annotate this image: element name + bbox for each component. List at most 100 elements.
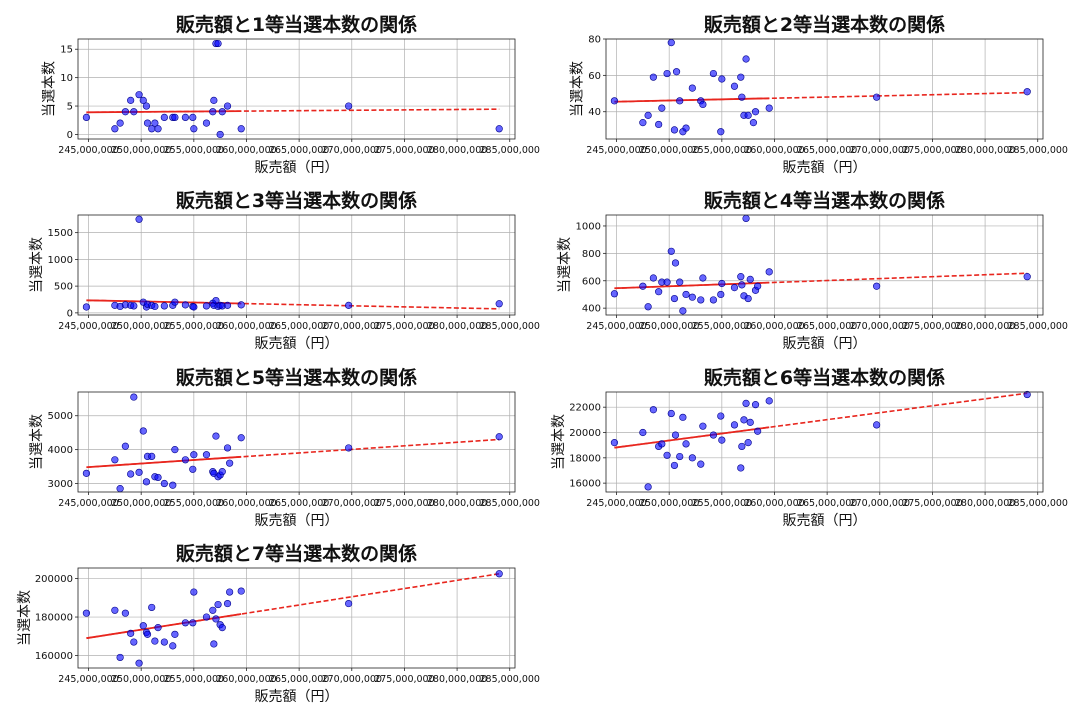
data-point	[160, 479, 168, 488]
x-tick-label: 280,000,000	[427, 145, 487, 156]
y-tick-label: 5000	[48, 411, 73, 422]
x-tick-label: 280,000,000	[955, 321, 1015, 332]
data-point	[160, 638, 168, 646]
data-point	[82, 609, 91, 617]
data-point	[142, 478, 151, 486]
data-point	[345, 444, 353, 452]
data-point	[212, 432, 220, 440]
data-point	[127, 629, 135, 637]
data-point	[130, 108, 138, 116]
x-tick-label: 275,000,000	[902, 145, 962, 156]
data-point	[189, 113, 197, 122]
x-tick-label: 260,000,000	[216, 498, 276, 509]
chart-title: 販売額と1等当選本数の関係	[176, 13, 417, 36]
data-point	[111, 456, 119, 464]
x-tick-label: 285,000,000	[480, 145, 540, 156]
data-point	[237, 125, 245, 133]
x-axis-label: 販売額（円）	[255, 513, 339, 529]
y-tick-label: 20000	[569, 428, 601, 439]
data-point	[210, 640, 218, 648]
data-point	[226, 588, 234, 596]
data-point	[754, 427, 762, 435]
data-point	[718, 75, 726, 83]
data-point	[181, 301, 190, 309]
data-point	[765, 397, 773, 405]
x-tick-label: 285,000,000	[1008, 145, 1068, 156]
data-point	[873, 93, 881, 101]
x-tick-label: 270,000,000	[850, 498, 910, 509]
chart-panel-5: 245,000,000250,000,000255,000,000260,000…	[29, 366, 540, 529]
data-point	[210, 96, 218, 104]
data-point	[190, 451, 198, 459]
x-tick-label: 275,000,000	[374, 498, 434, 509]
data-point	[649, 406, 657, 414]
y-tick-label: 1500	[48, 228, 73, 239]
data-point	[202, 613, 211, 621]
x-tick-label: 265,000,000	[269, 498, 329, 509]
y-tick-label: 18000	[569, 453, 601, 464]
data-point	[697, 460, 705, 468]
chart-panel-4: 245,000,000250,000,000255,000,000260,000…	[557, 189, 1068, 352]
plot-frame	[605, 214, 1044, 316]
x-tick-label: 270,000,000	[850, 145, 910, 156]
x-tick-label: 270,000,000	[322, 674, 382, 685]
data-point	[223, 301, 232, 309]
data-point	[709, 431, 718, 439]
data-point	[717, 290, 725, 299]
x-tick-label: 255,000,000	[692, 498, 752, 509]
x-tick-label: 265,000,000	[269, 321, 329, 332]
x-tick-label: 265,000,000	[797, 321, 857, 332]
x-tick-label: 245,000,000	[58, 674, 118, 685]
data-point	[670, 126, 679, 134]
x-tick-label: 270,000,000	[322, 498, 382, 509]
data-point	[190, 588, 198, 596]
data-point	[202, 119, 211, 127]
fit-segment	[86, 110, 242, 114]
data-point	[717, 412, 725, 420]
x-tick-label: 250,000,000	[639, 321, 699, 332]
data-point	[143, 630, 152, 638]
x-tick-label: 255,000,000	[164, 498, 224, 509]
data-point	[82, 303, 91, 311]
data-point	[644, 303, 652, 311]
data-point	[717, 128, 725, 136]
data-point	[658, 440, 666, 448]
data-point	[737, 273, 745, 281]
x-tick-label: 260,000,000	[744, 321, 804, 332]
data-point	[237, 587, 245, 595]
x-tick-label: 285,000,000	[480, 498, 540, 509]
data-point	[751, 401, 760, 409]
data-point	[1023, 88, 1031, 96]
x-tick-label: 245,000,000	[58, 145, 118, 156]
y-tick-label: 0	[67, 130, 73, 141]
x-tick-label: 280,000,000	[427, 674, 487, 685]
x-tick-label: 285,000,000	[1008, 321, 1068, 332]
data-point	[135, 215, 143, 223]
fit-segment	[614, 97, 770, 103]
y-axis-label: 当選本数	[551, 414, 567, 470]
chart-panel-7: 245,000,000250,000,000255,000,000260,000…	[17, 542, 540, 705]
data-point	[171, 630, 179, 638]
chart-title: 販売額と5等当選本数の関係	[176, 366, 417, 389]
data-point	[730, 284, 739, 292]
plot-frame	[605, 391, 1044, 493]
data-point	[639, 282, 647, 290]
data-point	[737, 73, 745, 81]
x-tick-label: 245,000,000	[58, 321, 118, 332]
data-point	[672, 68, 681, 76]
y-tick-label: 1000	[576, 221, 601, 232]
data-point	[345, 102, 353, 110]
data-point	[189, 465, 197, 473]
data-point	[171, 298, 179, 306]
y-tick-label: 16000	[569, 479, 601, 490]
data-point	[682, 290, 690, 299]
data-point	[218, 108, 226, 116]
data-point	[709, 69, 718, 78]
chart-title: 販売額と4等当選本数の関係	[704, 189, 945, 212]
data-point	[135, 468, 143, 476]
y-axis-label: 当選本数	[570, 61, 586, 117]
data-point	[181, 113, 190, 122]
x-tick-label: 285,000,000	[480, 321, 540, 332]
data-point	[742, 55, 750, 63]
x-tick-label: 250,000,000	[111, 674, 171, 685]
